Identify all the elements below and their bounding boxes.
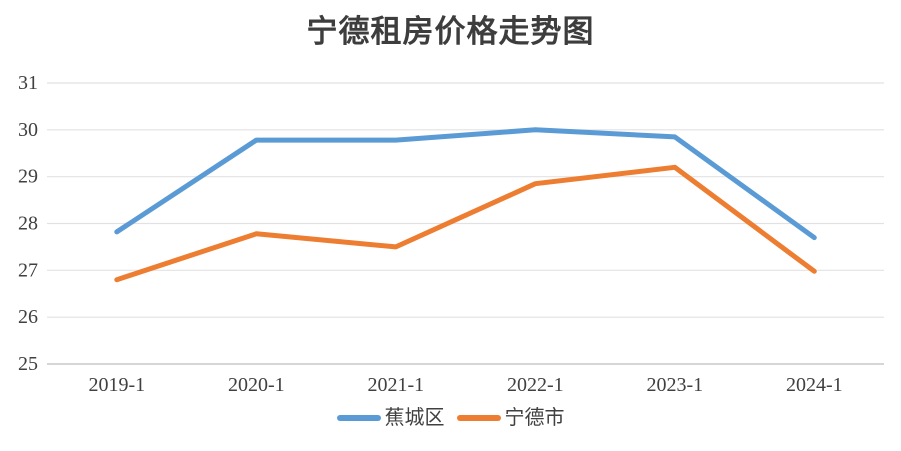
- plot-area: 25 26 27 28 29 30 31 2019-1 2020-1 2021-1 2022-1 20…: [18, 72, 884, 396]
- x-tick-label: 2019-1: [88, 374, 145, 396]
- legend-swatch-blue-icon: [336, 415, 381, 421]
- series-line-0: [114, 127, 817, 241]
- x-tick-label: 2022-1: [507, 374, 564, 396]
- x-tick-label: 2024-1: [786, 374, 843, 396]
- y-tick-label: 31: [18, 72, 38, 94]
- legend: 蕉城区 宁德市: [0, 406, 901, 430]
- chart-title: 宁德租房价格走势图: [306, 14, 595, 49]
- x-tick-label: 2021-1: [367, 374, 424, 396]
- legend-item-jiaochengqu: 蕉城区: [336, 406, 445, 430]
- legend-swatch-orange-icon: [456, 415, 501, 421]
- y-tick-label: 27: [18, 259, 38, 281]
- y-tick-label: 25: [18, 353, 38, 375]
- legend-item-ningdeshi: 宁德市: [456, 406, 565, 430]
- y-tick-label: 26: [18, 306, 38, 328]
- y-tick-label: 29: [18, 166, 38, 188]
- x-tick-label: 2023-1: [646, 374, 703, 396]
- y-tick-label: 28: [18, 213, 38, 235]
- x-tick-label: 2020-1: [228, 374, 285, 396]
- series-line-1: [114, 164, 817, 283]
- legend-label: 宁德市: [504, 407, 565, 429]
- y-tick-label: 30: [18, 119, 38, 141]
- legend-label: 蕉城区: [384, 407, 445, 429]
